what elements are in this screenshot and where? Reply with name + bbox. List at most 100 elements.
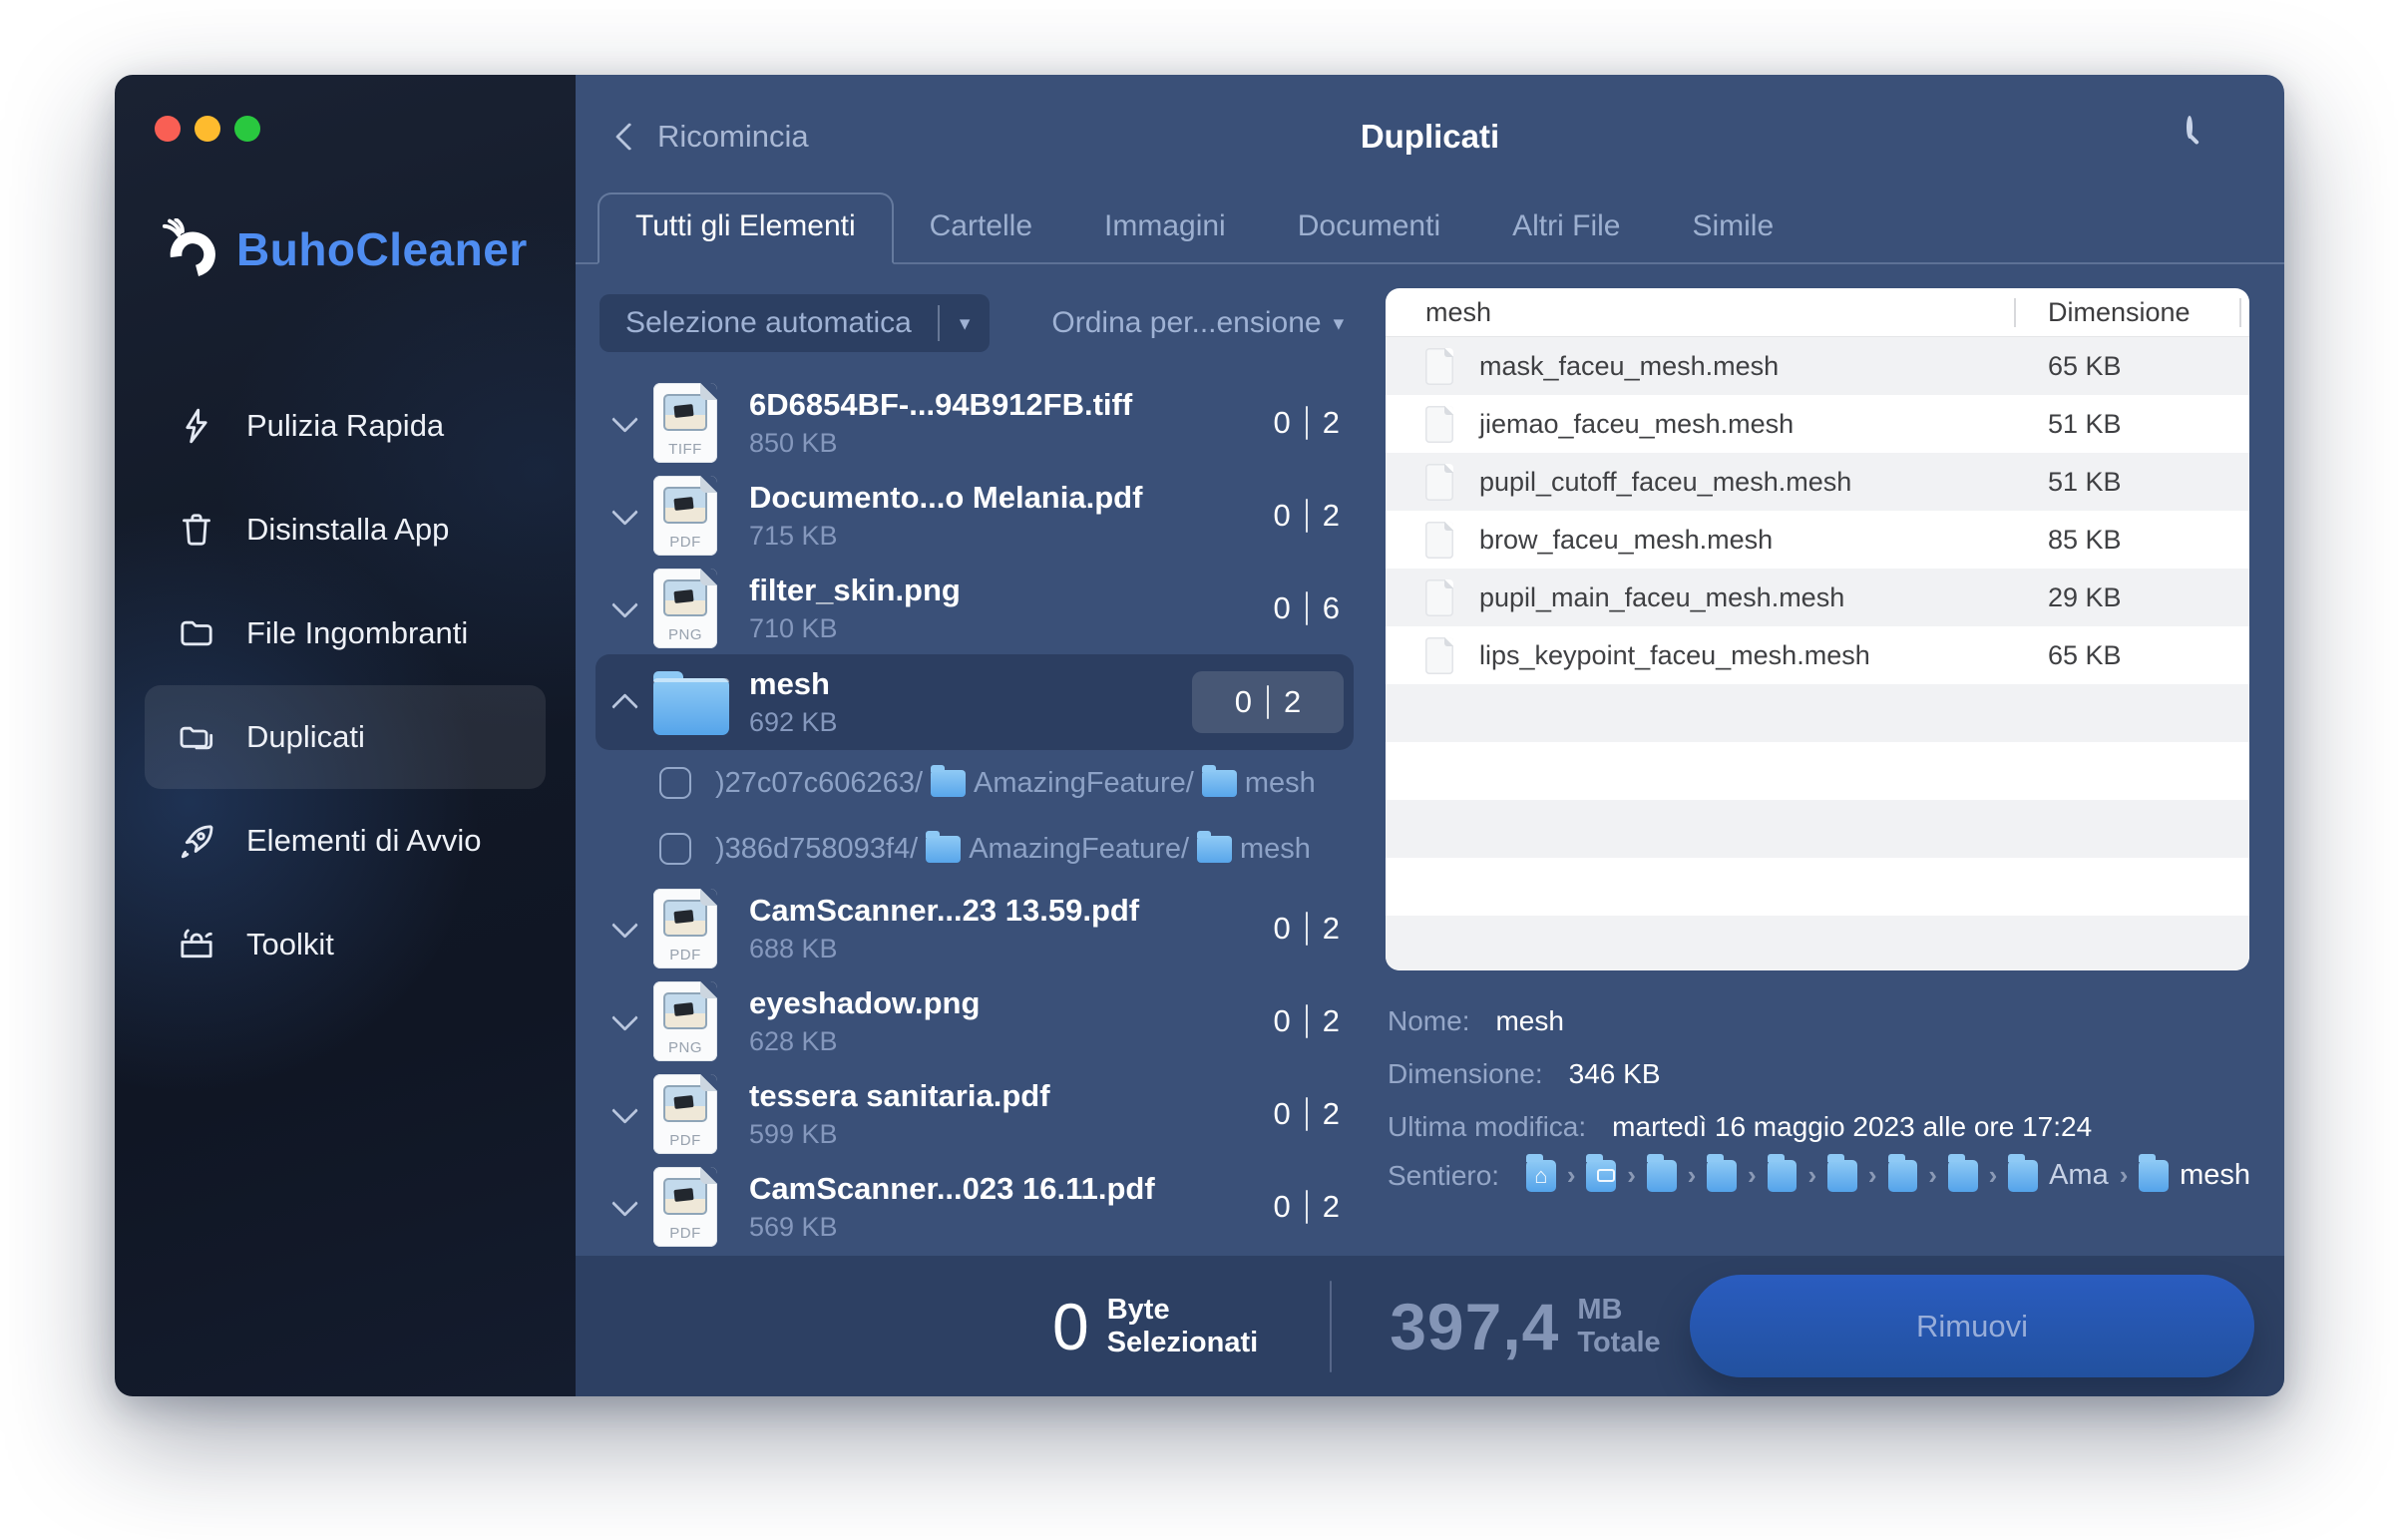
folder-icon[interactable] [2008, 1153, 2039, 1192]
chevron-down-icon[interactable] [610, 912, 638, 939]
auto-select-dropdown[interactable]: Selezione automatica ▾ [600, 294, 991, 352]
app-logo: BuhoCleaner [161, 218, 528, 280]
folder-icon[interactable] [1947, 1153, 1978, 1192]
png-file-icon: PNG [653, 568, 717, 648]
detail-size: Dimensione: 346 KB [1388, 1047, 2250, 1100]
sidebar-item-label: File Ingombranti [246, 615, 469, 650]
restart-back-button[interactable]: Ricomincia [614, 75, 809, 198]
chevron-down-icon[interactable] [610, 1190, 638, 1217]
home-folder-icon[interactable]: ⌂ [1526, 1153, 1556, 1192]
duplicate-path-row[interactable]: )386d758093f4/ AmazingFeature/ mesh [596, 816, 1354, 882]
sidebar-item-file-ingombranti[interactable]: File Ingombranti [145, 581, 546, 685]
table-row[interactable]: lips_keypoint_faceu_mesh.mesh 65 KB [1386, 626, 2249, 684]
checkbox[interactable] [659, 767, 691, 799]
column-header-name[interactable]: mesh [1425, 296, 1492, 327]
folder-icon[interactable] [1827, 1153, 1857, 1192]
file-icon [1425, 636, 1453, 674]
file-name: eyeshadow.png [749, 984, 981, 1020]
tiff-file-icon: TIFF [653, 382, 717, 463]
trash-icon [183, 514, 210, 546]
pdf-file-icon: PDF [653, 1073, 717, 1154]
folder-icon[interactable] [1767, 1153, 1798, 1192]
pdf-file-icon: PDF [653, 888, 717, 968]
duplicate-path-row[interactable]: )27c07c606263/ AmazingFeature/ mesh [596, 750, 1354, 816]
tab-cartelle[interactable]: Cartelle [929, 209, 1033, 242]
table-row[interactable]: jiemao_faceu_mesh.mesh 51 KB [1386, 395, 2249, 453]
tab-documenti[interactable]: Documenti [1297, 209, 1441, 242]
chevron-right-icon: › [1627, 1160, 1636, 1190]
table-row-empty [1386, 916, 2249, 970]
chevron-right-icon: › [1748, 1160, 1757, 1190]
duplicate-files-table: mesh Dimensione mask_faceu_mesh.mesh 65 … [1386, 288, 2249, 970]
table-row[interactable]: pupil_cutoff_faceu_mesh.mesh 51 KB [1386, 453, 2249, 511]
folder-icon[interactable] [1887, 1153, 1918, 1192]
sidebar-item-duplicati[interactable]: Duplicati [145, 685, 546, 789]
folder-icon-mesh[interactable] [2139, 1153, 2170, 1192]
sidebar-item-disinstalla-app[interactable]: Disinstalla App [145, 478, 546, 581]
toolbox-icon [181, 929, 212, 959]
sort-dropdown[interactable]: Ordina per...ensione ▾ [1051, 306, 1344, 340]
caret-down-icon[interactable]: ▾ [959, 311, 971, 335]
tab-bar: Tutti gli Elementi Cartelle Immagini Doc… [576, 192, 2284, 264]
chevron-down-icon[interactable] [610, 591, 638, 618]
table-row[interactable]: pupil_main_faceu_mesh.mesh 29 KB [1386, 569, 2249, 626]
mini-folder-icon [1201, 764, 1237, 797]
remove-button[interactable]: Rimuovi [1690, 1275, 2254, 1377]
table-header[interactable]: mesh Dimensione [1386, 288, 2249, 337]
close-button[interactable] [155, 116, 181, 142]
zoom-button[interactable] [234, 116, 260, 142]
detail-panel: mesh Dimensione mask_faceu_mesh.mesh 65 … [1386, 264, 2250, 1256]
checkbox[interactable] [659, 833, 691, 865]
tab-simile[interactable]: Simile [1692, 209, 1775, 242]
sidebar-nav: Pulizia Rapida Disinstalla App File Ingo… [145, 374, 546, 996]
sidebar-item-pulizia-rapida[interactable]: Pulizia Rapida [145, 374, 546, 478]
bottom-bar: 0 Byte Selezionati 397,4 MB Totale Rimuovi [576, 1256, 2284, 1396]
chevron-up-icon[interactable] [610, 692, 638, 720]
path-segment[interactable]: Ama [2049, 1159, 2109, 1191]
file-size: 710 KB [749, 612, 838, 643]
folder-icon[interactable] [1707, 1153, 1738, 1192]
tab-immagini[interactable]: Immagini [1104, 209, 1226, 242]
chevron-down-icon[interactable] [610, 1097, 638, 1124]
selected-bytes-value: 0 [1052, 1289, 1089, 1363]
column-header-size[interactable]: Dimensione [2048, 296, 2191, 327]
duplicate-folder-icon [180, 726, 213, 750]
file-size: 599 KB [749, 1118, 838, 1149]
tab-altri-file[interactable]: Altri File [1512, 209, 1621, 242]
folder-icon[interactable] [1646, 1153, 1677, 1192]
minimize-button[interactable] [195, 116, 220, 142]
chevron-down-icon[interactable] [610, 499, 638, 526]
table-row[interactable]: mask_faceu_mesh.mesh 65 KB [1386, 337, 2249, 395]
sidebar-item-toolkit[interactable]: Toolkit [145, 893, 546, 996]
table-row[interactable]: brow_faceu_mesh.mesh 85 KB [1386, 511, 2249, 569]
pdf-file-icon: PDF [653, 475, 717, 556]
column-divider[interactable] [2014, 298, 2016, 327]
chevron-down-icon[interactable] [610, 1004, 638, 1031]
total-size-caption: MB Totale [1577, 1294, 1661, 1358]
path-segment[interactable]: mesh [2180, 1159, 2251, 1191]
column-divider[interactable] [2239, 298, 2241, 327]
dropdown-divider [937, 305, 940, 341]
tab-tutti-gli-elementi[interactable]: Tutti gli Elementi [598, 192, 894, 264]
chevron-down-icon[interactable] [610, 406, 638, 433]
desktop-folder-icon[interactable] [1586, 1153, 1617, 1192]
mini-folder-icon [931, 764, 966, 797]
search-button[interactable] [2187, 116, 2228, 161]
file-icon [1425, 347, 1453, 385]
detail-name: Nome: mesh [1388, 994, 2250, 1047]
file-icon [1425, 405, 1453, 443]
sidebar-item-elementi-di-avvio[interactable]: Elementi di Avvio [145, 789, 546, 893]
